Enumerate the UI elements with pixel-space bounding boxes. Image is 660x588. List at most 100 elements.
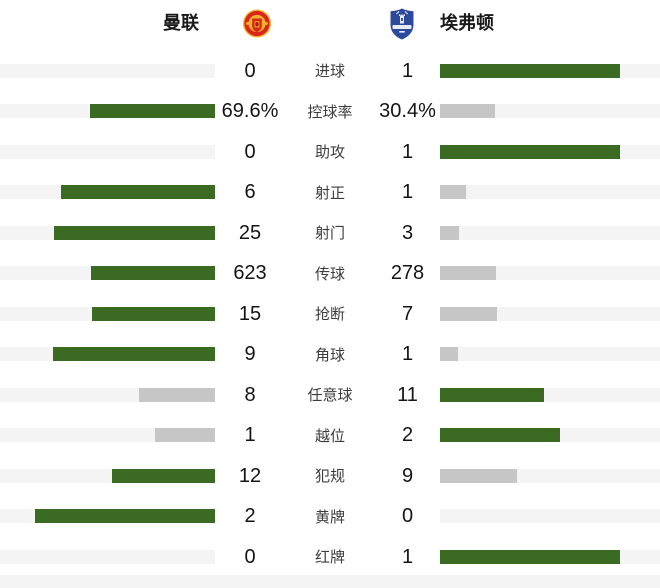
- stat-label: 控球率: [307, 103, 353, 121]
- away-bar-track: [440, 428, 660, 443]
- stat-label: 犯规: [314, 468, 345, 486]
- away-stat-value: 0: [401, 505, 414, 527]
- home-stat-value: 8: [244, 383, 256, 406]
- home-stat-value: 0: [244, 545, 256, 568]
- away-stat-bar: [440, 468, 517, 483]
- home-stat-bar: [54, 225, 215, 240]
- stats-rows: 0 进球 1 69.6% 控球率 30.4% 0 助攻 1 6 射正 1 25 射门 3 623 传球 278 15…: [0, 51, 660, 578]
- stat-label: 黄牌: [314, 508, 345, 526]
- home-stat-bar: [91, 266, 215, 281]
- stat-row: 8 任意球 11: [0, 375, 660, 416]
- home-stat-value: 69.6%: [221, 100, 279, 122]
- stat-label: 射正: [314, 184, 345, 202]
- home-stat-bar: [155, 428, 215, 443]
- away-bar-track: [440, 185, 660, 200]
- away-bar-track: [440, 347, 660, 362]
- away-stat-bar: [440, 104, 495, 119]
- away-bar-track: [440, 468, 660, 483]
- home-stat-bar: [61, 185, 215, 200]
- stat-label: 角球: [314, 346, 345, 364]
- stat-label: 射门: [314, 225, 345, 243]
- home-stat-value: 0: [244, 59, 256, 82]
- away-stat-value: 1: [401, 343, 414, 365]
- away-bar-track: [440, 266, 660, 281]
- home-bar-track: [0, 468, 215, 483]
- home-team-name: 曼联: [163, 13, 199, 33]
- home-stat-value: 9: [244, 343, 256, 365]
- away-stat-value: 30.4%: [379, 100, 436, 122]
- stat-row: 9 角球 1: [0, 334, 660, 375]
- away-stat-bar: [440, 266, 496, 281]
- away-stat-value: 1: [401, 181, 414, 203]
- home-stat-bar: [139, 387, 215, 402]
- home-bar-track: [0, 509, 215, 524]
- away-stat-value: 3: [401, 221, 414, 244]
- home-bar-track: [0, 347, 215, 362]
- away-stat-bar: [440, 428, 560, 443]
- away-stat-bar: [440, 63, 620, 78]
- away-stat-value: 2: [401, 424, 414, 446]
- away-stat-value: 9: [401, 464, 414, 487]
- away-stat-value: 1: [401, 140, 414, 163]
- home-bar-track: [0, 63, 215, 78]
- stat-row: 12 犯规 9: [0, 456, 660, 497]
- home-bar-track: [0, 225, 215, 240]
- away-stat-bar: [440, 185, 466, 200]
- away-bar-track: [440, 387, 660, 402]
- home-bar-track: [0, 266, 215, 281]
- away-stat-value: 1: [401, 545, 414, 568]
- home-bar-track: [0, 549, 215, 564]
- away-stat-value: 11: [397, 383, 418, 406]
- stat-row: 25 射门 3: [0, 213, 660, 254]
- away-bar-track: [440, 509, 660, 524]
- away-stat-bar: [440, 306, 497, 321]
- away-bar-track: [440, 63, 660, 78]
- home-stat-value: 6: [244, 181, 256, 203]
- home-stat-value: 15: [238, 302, 262, 325]
- stat-label: 助攻: [314, 144, 345, 162]
- away-stat-value: 278: [390, 262, 425, 284]
- home-stat-value: 1: [244, 424, 256, 446]
- home-stat-bar: [92, 306, 215, 321]
- away-stat-value: 1: [401, 59, 414, 82]
- home-bar-track: [0, 387, 215, 402]
- stat-row: 1 越位 2: [0, 415, 660, 456]
- man-utd-crest-icon: [242, 7, 272, 40]
- away-stat-bar: [440, 387, 544, 402]
- home-bar-track: [0, 144, 215, 159]
- stat-row: 2 黄牌 0: [0, 496, 660, 537]
- home-stat-bar: [53, 347, 215, 362]
- home-stat-bar: [35, 509, 215, 524]
- away-bar-track: [440, 104, 660, 119]
- stat-row: 0 助攻 1: [0, 132, 660, 173]
- stat-label: 抢断: [314, 306, 345, 324]
- home-stat-value: 12: [238, 464, 262, 487]
- home-bar-track: [0, 104, 215, 119]
- stat-label: 越位: [314, 427, 345, 445]
- away-stat-bar: [440, 225, 459, 240]
- away-bar-track: [440, 306, 660, 321]
- stat-label: 进球: [314, 63, 345, 81]
- away-bar-track: [440, 144, 660, 159]
- stat-label: 红牌: [314, 549, 345, 567]
- stat-row: 15 抢断 7: [0, 294, 660, 335]
- home-stat-value: 623: [233, 262, 267, 284]
- home-bar-track: [0, 185, 215, 200]
- everton-crest-icon: [387, 7, 417, 40]
- away-team-name: 埃弗顿: [440, 13, 494, 33]
- home-stat-value: 2: [244, 505, 256, 527]
- away-stat-bar: [440, 347, 458, 362]
- home-bar-track: [0, 306, 215, 321]
- away-bar-track: [440, 549, 660, 564]
- home-bar-track: [0, 428, 215, 443]
- home-stat-bar: [90, 104, 215, 119]
- stat-row: 0 进球 1: [0, 51, 660, 92]
- home-stat-value: 25: [238, 221, 262, 244]
- stat-row: 69.6% 控球率 30.4%: [0, 91, 660, 132]
- home-stat-value: 0: [244, 140, 256, 163]
- away-stat-bar: [440, 549, 620, 564]
- away-stat-bar: [440, 144, 620, 159]
- stat-row: 623 传球 278: [0, 253, 660, 294]
- away-bar-track: [440, 225, 660, 240]
